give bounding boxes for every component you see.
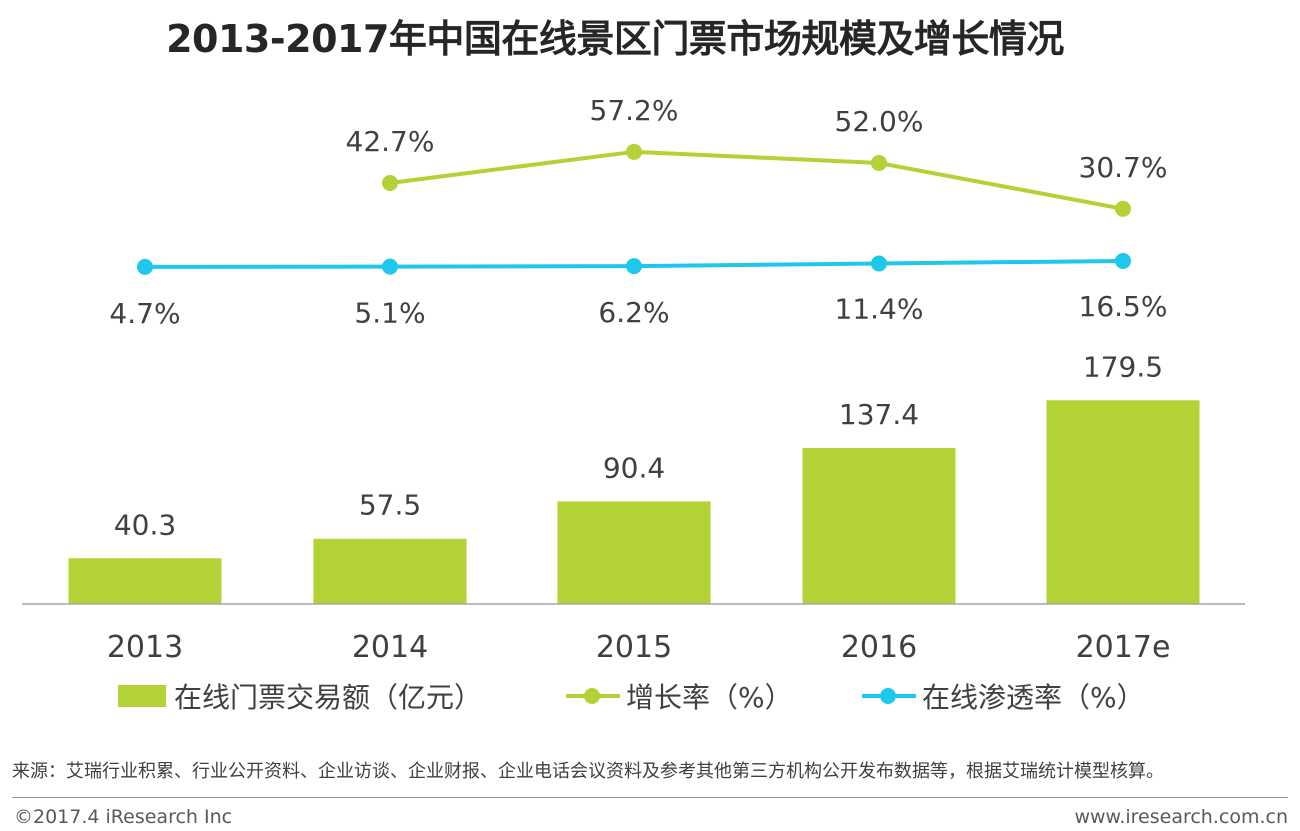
bar-2014 <box>313 538 467 604</box>
x-tick-label-2017e: 2017e <box>1076 630 1171 665</box>
lines-layer <box>137 143 1131 275</box>
growth-label-2015: 57.2% <box>590 94 679 127</box>
growth-label-2014: 42.7% <box>346 125 435 158</box>
growth-label-2016: 52.0% <box>835 105 924 138</box>
bar-value-label-2017e: 179.5 <box>1083 350 1163 383</box>
legend-item-penetration: 在线渗透率（%） <box>862 676 1145 716</box>
legend-swatch-penetration <box>862 685 916 707</box>
x-tick-label-2014: 2014 <box>352 630 428 665</box>
penetration-label-2017e: 16.5% <box>1079 290 1168 323</box>
growth-point-2014 <box>382 175 398 191</box>
growth-line <box>389 149 1124 211</box>
penetration-point-2013 <box>137 258 153 275</box>
legend-item-growth: 增长率（%） <box>566 676 793 716</box>
bar-value-label-2014: 57.5 <box>359 489 421 522</box>
labels-layer: 40.3 57.5 90.4 137.4 179.5 2013 2014 2015 2016 20… <box>107 94 1171 665</box>
penetration-point-2015 <box>626 258 642 275</box>
website-link[interactable]: www.iresearch.com.cn <box>1074 806 1288 828</box>
legend-item-bar: 在线门票交易额（亿元） <box>118 676 482 716</box>
growth-point-2017e <box>1115 200 1131 217</box>
bar-value-label-2013: 40.3 <box>114 508 176 541</box>
bar-value-label-2016: 137.4 <box>839 398 919 431</box>
x-tick-label-2015: 2015 <box>596 630 672 665</box>
legend-label-penetration: 在线渗透率（%） <box>922 681 1145 714</box>
x-tick-label-2013: 2013 <box>107 630 183 665</box>
growth-point-2016 <box>871 155 887 172</box>
legend-swatch-bar <box>118 685 166 707</box>
bar-2016 <box>802 448 956 604</box>
source-note: 来源：艾瑞行业积累、行业公开资料、企业访谈、企业财报、企业电话会议资料及参考其他… <box>12 761 1164 782</box>
bar-2013 <box>68 558 222 604</box>
copyright-text: ©2017.4 iResearch Inc <box>14 806 233 828</box>
growth-point-2015 <box>626 143 642 160</box>
penetration-label-2014: 5.1% <box>354 297 425 330</box>
penetration-label-2013: 4.7% <box>109 297 180 330</box>
penetration-point-2016 <box>871 255 887 272</box>
chart-title: 2013-2017年中国在线景区门票市场规模及增长情况 <box>166 17 1064 61</box>
penetration-label-2015: 6.2% <box>598 296 669 329</box>
bar-value-label-2015: 90.4 <box>603 451 665 484</box>
bars-layer <box>68 400 1200 604</box>
legend-swatch-growth <box>566 685 620 707</box>
legend-label-growth: 增长率（%） <box>626 681 793 714</box>
x-tick-label-2016: 2016 <box>841 630 917 665</box>
bar-2017e <box>1046 400 1200 604</box>
chart-canvas: 40.3 57.5 90.4 137.4 179.5 2013 2014 2015 2016 20… <box>22 94 1245 665</box>
legend-label-bar: 在线门票交易额（亿元） <box>174 681 483 714</box>
footer-divider <box>12 797 1288 798</box>
bar-2015 <box>557 501 711 604</box>
growth-label-2017e: 30.7% <box>1079 151 1168 184</box>
penetration-point-2017e <box>1115 252 1131 269</box>
penetration-label-2016: 11.4% <box>835 293 924 326</box>
penetration-point-2014 <box>382 258 398 275</box>
